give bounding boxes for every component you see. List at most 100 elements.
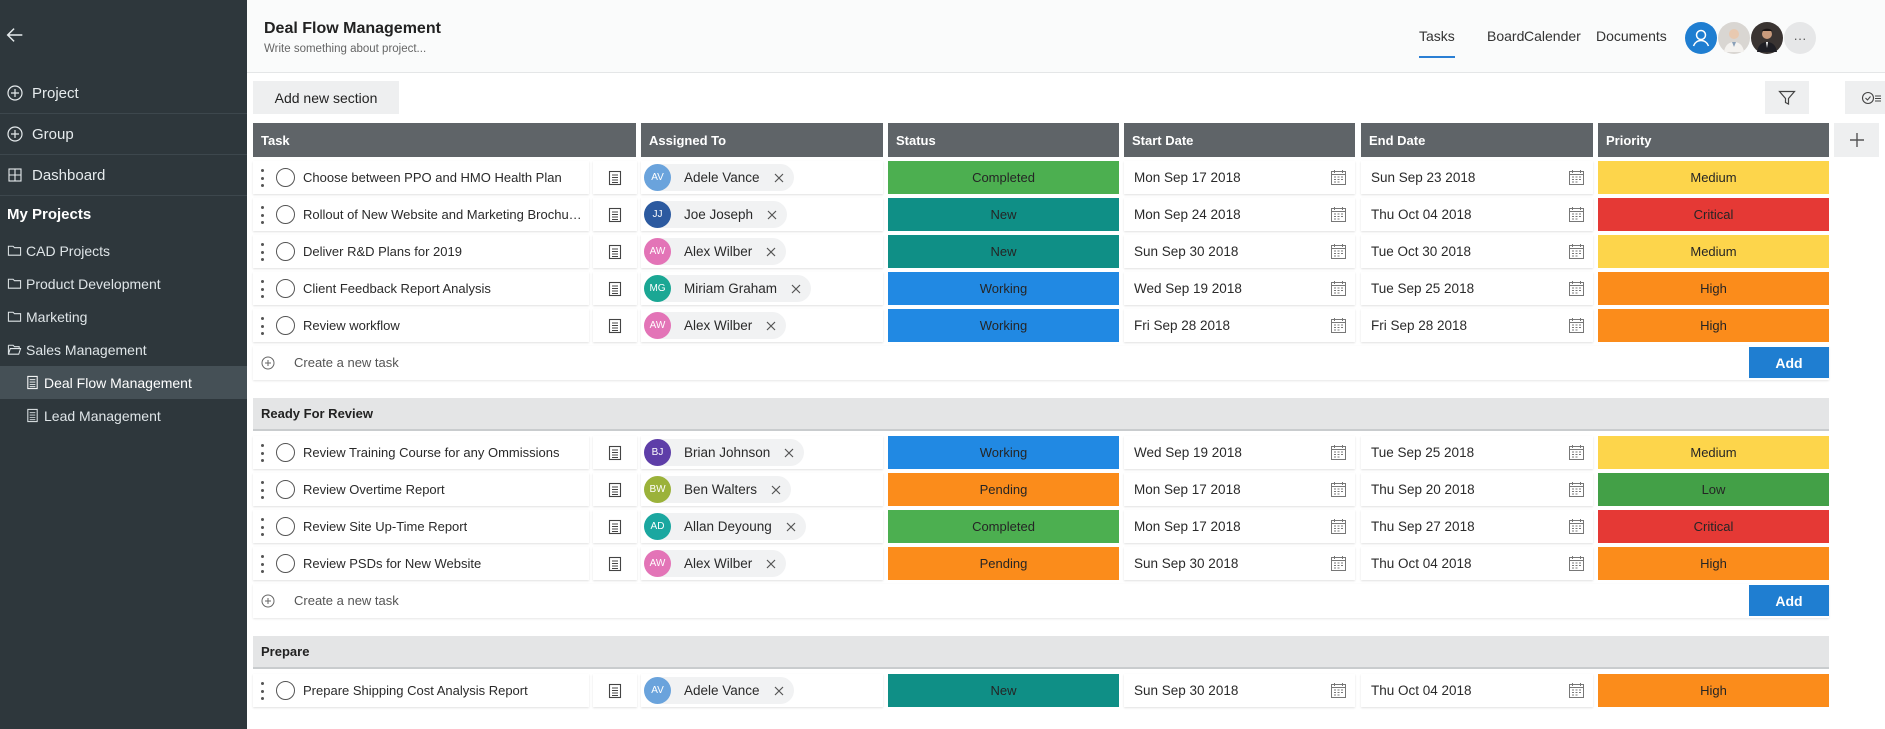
assigned-to-cell[interactable]: AV Adele Vance <box>641 161 883 194</box>
priority-badge[interactable]: Critical <box>1598 198 1829 231</box>
task-cell[interactable]: Prepare Shipping Cost Analysis Report <box>253 674 589 707</box>
task-details-icon[interactable] <box>593 674 637 707</box>
section-header[interactable]: Prepare <box>253 636 1829 669</box>
priority-badge[interactable]: Medium <box>1598 235 1829 268</box>
tab-documents[interactable]: Documents <box>1596 28 1667 44</box>
sidebar-item-sales-management[interactable]: Sales Management <box>0 333 247 366</box>
task-cell[interactable]: Review Training Course for any Ommission… <box>253 436 589 469</box>
drag-handle-icon[interactable] <box>259 169 265 187</box>
start-date-cell[interactable]: Wed Sep 19 2018 <box>1124 272 1355 305</box>
filter-icon[interactable] <box>1765 81 1809 114</box>
task-name[interactable]: Review Overtime Report <box>303 482 445 497</box>
remove-assignee-icon[interactable] <box>766 559 776 569</box>
status-badge[interactable]: Completed <box>888 510 1119 543</box>
remove-assignee-icon[interactable] <box>766 321 776 331</box>
task-cell[interactable]: Choose between PPO and HMO Health Plan <box>253 161 589 194</box>
column-header-start-date[interactable]: Start Date <box>1124 123 1355 157</box>
start-date-cell[interactable]: Wed Sep 19 2018 <box>1124 436 1355 469</box>
task-cell[interactable]: Review workflow <box>253 309 589 342</box>
priority-badge[interactable]: Medium <box>1598 161 1829 194</box>
task-complete-checkbox[interactable] <box>276 279 295 298</box>
start-date-cell[interactable]: Mon Sep 24 2018 <box>1124 198 1355 231</box>
task-complete-checkbox[interactable] <box>276 205 295 224</box>
assignee-chip[interactable]: AW Alex Wilber <box>644 312 787 339</box>
assigned-to-cell[interactable]: JJ Joe Joseph <box>641 198 883 231</box>
start-date-cell[interactable]: Sun Sep 30 2018 <box>1124 547 1355 580</box>
task-complete-checkbox[interactable] <box>276 681 295 700</box>
priority-badge[interactable]: High <box>1598 272 1829 305</box>
drag-handle-icon[interactable] <box>259 518 265 536</box>
task-name[interactable]: Deliver R&D Plans for 2019 <box>303 244 462 259</box>
remove-assignee-icon[interactable] <box>786 522 796 532</box>
assignee-chip[interactable]: AD Allan Deyoung <box>644 513 806 540</box>
remove-assignee-icon[interactable] <box>784 448 794 458</box>
task-complete-checkbox[interactable] <box>276 517 295 536</box>
section-header[interactable]: Ready For Review <box>253 398 1829 431</box>
tab-tasks[interactable]: Tasks <box>1419 28 1455 58</box>
calendar-icon[interactable] <box>1568 444 1585 461</box>
priority-badge[interactable]: High <box>1598 309 1829 342</box>
sidebar-item-marketing[interactable]: Marketing <box>0 300 247 333</box>
end-date-cell[interactable]: Sun Sep 23 2018 <box>1361 161 1593 194</box>
calendar-icon[interactable] <box>1330 280 1347 297</box>
calendar-icon[interactable] <box>1568 518 1585 535</box>
assignee-chip[interactable]: BJ Brian Johnson <box>644 439 805 466</box>
priority-badge[interactable]: High <box>1598 674 1829 707</box>
end-date-cell[interactable]: Thu Oct 04 2018 <box>1361 674 1593 707</box>
create-task-row[interactable]: Create a new task Add <box>253 584 1829 618</box>
assigned-to-cell[interactable]: AW Alex Wilber <box>641 235 883 268</box>
task-cell[interactable]: Client Feedback Report Analysis <box>253 272 589 305</box>
end-date-cell[interactable]: Tue Sep 25 2018 <box>1361 272 1593 305</box>
calendar-icon[interactable] <box>1330 481 1347 498</box>
sidebar-item-dashboard[interactable]: Dashboard <box>0 155 247 196</box>
calendar-icon[interactable] <box>1568 243 1585 260</box>
sidebar-item-product-development[interactable]: Product Development <box>0 267 247 300</box>
assigned-to-cell[interactable]: MG Miriam Graham <box>641 272 883 305</box>
current-user-avatar[interactable] <box>1685 22 1717 54</box>
task-details-icon[interactable] <box>593 547 637 580</box>
calendar-icon[interactable] <box>1330 555 1347 572</box>
member-avatar[interactable] <box>1718 22 1750 54</box>
assignee-chip[interactable]: AV Adele Vance <box>644 677 794 704</box>
status-badge[interactable]: New <box>888 235 1119 268</box>
task-complete-checkbox[interactable] <box>276 242 295 261</box>
drag-handle-icon[interactable] <box>259 682 265 700</box>
calendar-icon[interactable] <box>1568 481 1585 498</box>
assigned-to-cell[interactable]: AV Adele Vance <box>641 674 883 707</box>
drag-handle-icon[interactable] <box>259 280 265 298</box>
drag-handle-icon[interactable] <box>259 481 265 499</box>
sidebar-item-project[interactable]: Project <box>0 73 247 114</box>
start-date-cell[interactable]: Mon Sep 17 2018 <box>1124 510 1355 543</box>
create-task-input[interactable]: Create a new task <box>294 593 399 608</box>
task-name[interactable]: Client Feedback Report Analysis <box>303 281 491 296</box>
calendar-icon[interactable] <box>1568 555 1585 572</box>
remove-assignee-icon[interactable] <box>767 210 777 220</box>
task-complete-checkbox[interactable] <box>276 554 295 573</box>
add-column-button[interactable] <box>1834 123 1879 157</box>
checklist-view-icon[interactable] <box>1845 81 1885 114</box>
end-date-cell[interactable]: Thu Sep 20 2018 <box>1361 473 1593 506</box>
calendar-icon[interactable] <box>1568 682 1585 699</box>
task-details-icon[interactable] <box>593 510 637 543</box>
calendar-icon[interactable] <box>1330 243 1347 260</box>
drag-handle-icon[interactable] <box>259 317 265 335</box>
task-cell[interactable]: Review PSDs for New Website <box>253 547 589 580</box>
drag-handle-icon[interactable] <box>259 555 265 573</box>
assignee-chip[interactable]: JJ Joe Joseph <box>644 201 788 228</box>
start-date-cell[interactable]: Mon Sep 17 2018 <box>1124 473 1355 506</box>
status-badge[interactable]: Pending <box>888 473 1119 506</box>
end-date-cell[interactable]: Thu Oct 04 2018 <box>1361 547 1593 580</box>
task-name[interactable]: Review Training Course for any Ommission… <box>303 445 560 460</box>
status-badge[interactable]: New <box>888 674 1119 707</box>
column-header-end-date[interactable]: End Date <box>1361 123 1593 157</box>
add-task-button[interactable]: Add <box>1749 585 1829 616</box>
drag-handle-icon[interactable] <box>259 206 265 224</box>
assignee-chip[interactable]: MG Miriam Graham <box>644 275 812 302</box>
assignee-chip[interactable]: AW Alex Wilber <box>644 238 787 265</box>
column-header-status[interactable]: Status <box>888 123 1119 157</box>
task-name[interactable]: Rollout of New Website and Marketing Bro… <box>303 207 583 222</box>
status-badge[interactable]: Working <box>888 272 1119 305</box>
task-name[interactable]: Choose between PPO and HMO Health Plan <box>303 170 562 185</box>
calendar-icon[interactable] <box>1330 169 1347 186</box>
end-date-cell[interactable]: Fri Sep 28 2018 <box>1361 309 1593 342</box>
